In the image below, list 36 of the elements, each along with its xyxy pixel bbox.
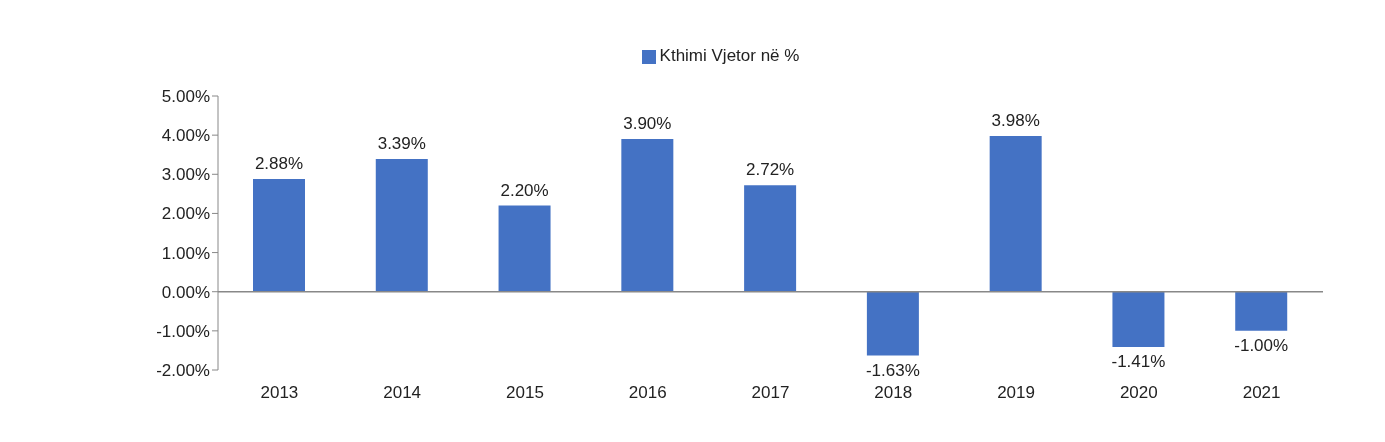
x-tick-label: 2018 <box>874 383 913 403</box>
data-label: 3.98% <box>991 110 1040 130</box>
y-tick-label: 2.00% <box>161 204 210 224</box>
y-tick-label: -2.00% <box>156 361 210 381</box>
x-tick-label: 2015 <box>506 383 544 403</box>
y-tick-label: 4.00% <box>161 126 210 146</box>
x-tick-label: 2013 <box>260 383 299 403</box>
bar <box>621 139 674 292</box>
data-label: 3.39% <box>377 134 426 154</box>
y-tick-label: -1.00% <box>156 321 210 341</box>
y-tick-label: 1.00% <box>161 243 210 263</box>
x-tick-label: 2014 <box>383 383 422 403</box>
x-tick-label: 2017 <box>751 383 790 403</box>
x-tick-label: 2020 <box>1119 383 1158 403</box>
bar <box>498 205 551 292</box>
bar <box>1112 291 1165 347</box>
data-label: -1.00% <box>1234 335 1289 355</box>
bar <box>989 135 1042 292</box>
data-label: -1.41% <box>1111 351 1166 371</box>
data-label: -1.63% <box>865 360 920 380</box>
x-tick-label: 2016 <box>628 383 667 403</box>
x-tick-label: 2021 <box>1242 383 1281 403</box>
data-label: 2.20% <box>500 180 549 200</box>
legend-label: Kthimi Vjetor në % <box>659 46 800 65</box>
bar <box>253 178 305 292</box>
y-tick-label: 3.00% <box>161 165 210 185</box>
data-label: 2.72% <box>746 160 795 180</box>
bar <box>1235 291 1288 331</box>
x-tick-label: 2019 <box>997 383 1035 403</box>
bar <box>375 159 428 292</box>
y-tick-label: 5.00% <box>161 87 210 107</box>
y-tick-label: 0.00% <box>161 282 210 302</box>
bar <box>744 185 797 292</box>
bar <box>866 291 919 356</box>
data-label: 2.88% <box>254 153 304 173</box>
data-label: 3.90% <box>623 114 672 134</box>
